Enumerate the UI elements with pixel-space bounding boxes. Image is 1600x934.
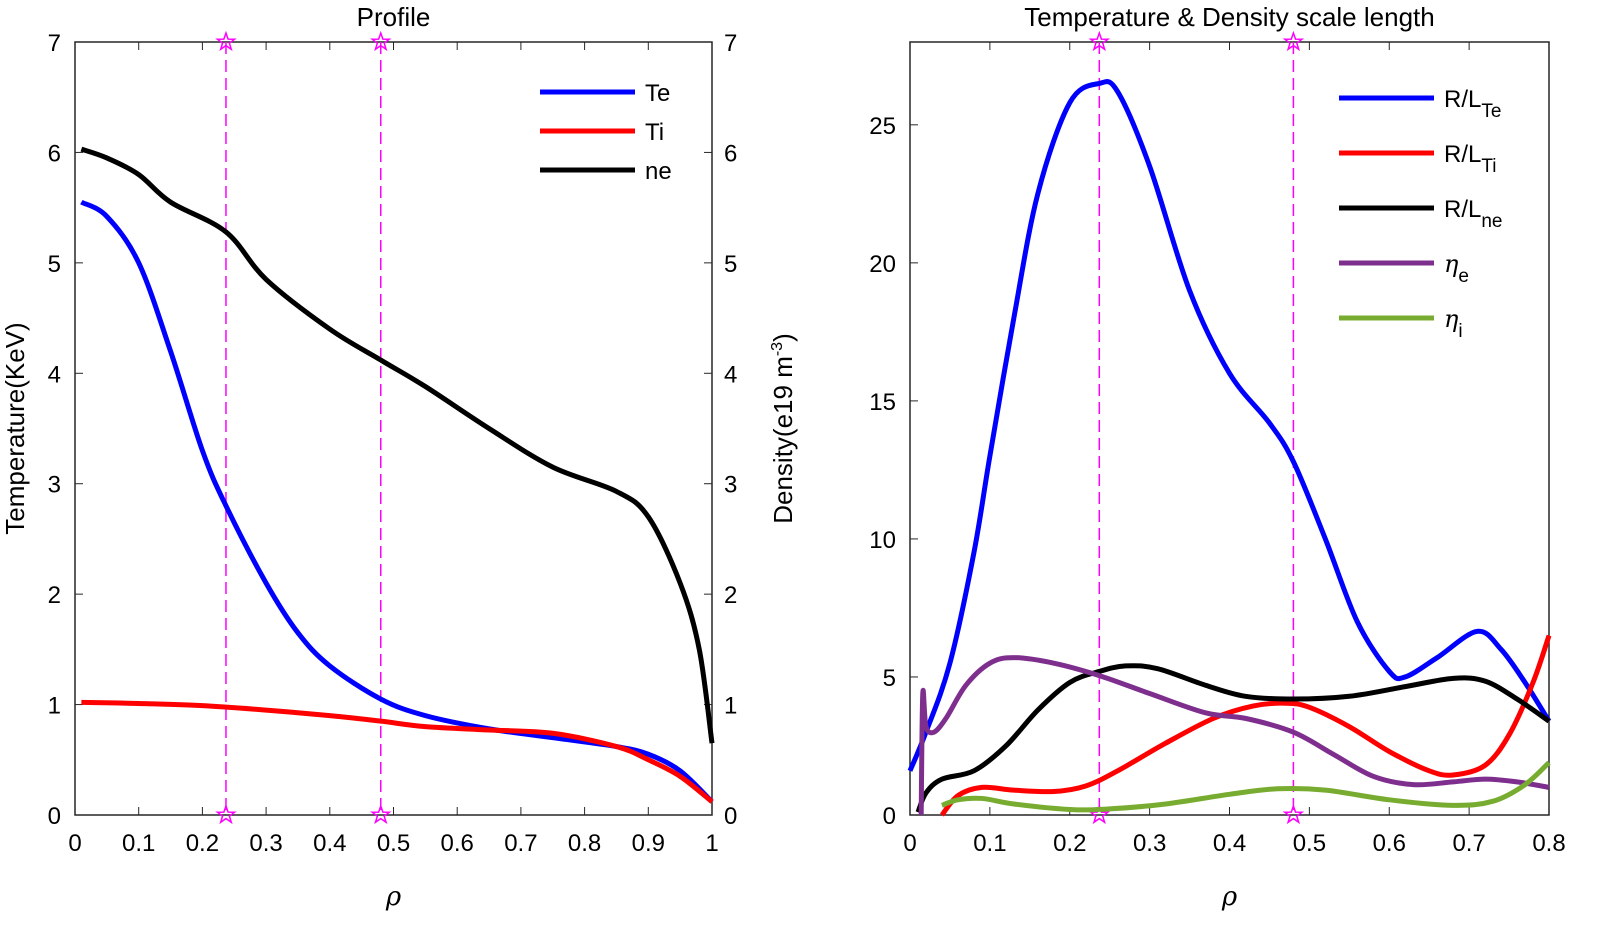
x-tick-label: 0.2 <box>1053 830 1086 857</box>
x-tick-label: 0.4 <box>1213 830 1246 857</box>
y-tick-label: 25 <box>869 113 896 140</box>
star-marker-top <box>1088 30 1111 52</box>
legend-label: Ti <box>645 119 664 146</box>
x-tick-label: 0.4 <box>313 830 346 857</box>
star-marker-bottom <box>370 803 392 825</box>
legend-label: ηi <box>1444 305 1463 342</box>
y-tick-label-right: 5 <box>724 251 737 278</box>
star-marker-top <box>370 30 392 52</box>
x-tick-label: 0.2 <box>186 830 219 857</box>
x-tick-label: 0.8 <box>568 830 601 857</box>
chart-2: 0 0.1 0.2 0.3 0.4 0.5 0.6 0.7 0.8 0 5 10 15 20 25 Tempe… <box>869 2 1565 912</box>
series-line-ti <box>81 699 714 804</box>
y-axis-label-right: Density(e19 m-3) <box>768 333 798 524</box>
x-tick-label: 0 <box>903 830 916 857</box>
y-tick-label: 2 <box>48 582 61 609</box>
legend-label: ηe <box>1444 250 1469 287</box>
x-tick-label: 0.5 <box>1293 830 1326 857</box>
y-tick-label: 0 <box>883 803 896 830</box>
y-tick-label: 5 <box>883 665 896 692</box>
series-line-rlti <box>939 634 1552 817</box>
chart-title: Profile <box>357 2 431 32</box>
star-marker-bottom <box>1282 803 1305 825</box>
y-tick-label: 7 <box>48 30 61 57</box>
star-marker-top <box>215 30 237 52</box>
series-line-rlte <box>907 79 1552 772</box>
y-tick-label: 10 <box>869 527 896 554</box>
y-tick-label: 6 <box>48 140 61 167</box>
x-tick-label: 0.3 <box>249 830 282 857</box>
x-tick-label: 0.8 <box>1532 830 1565 857</box>
x-tick-label: 0.6 <box>441 830 474 857</box>
y-tick-label: 20 <box>869 251 896 278</box>
y-tick-label-right: 7 <box>724 30 737 57</box>
y-tick-label: 5 <box>48 251 61 278</box>
x-tick-label: 0.9 <box>632 830 665 857</box>
x-tick-label: 0.1 <box>122 830 155 857</box>
chart-title: Temperature & Density scale length <box>1024 2 1434 32</box>
star-marker-bottom <box>1088 803 1111 825</box>
series-line-e <box>918 655 1550 816</box>
x-tick-label: 0.7 <box>504 830 537 857</box>
y-axis-label: Temperature(KeV) <box>0 322 30 534</box>
y-tick-label-right: 2 <box>724 582 737 609</box>
y-tick-label: 1 <box>48 693 61 720</box>
legend-label: R/Lne <box>1444 196 1503 232</box>
chart-1: 0 0.1 0.2 0.3 0.4 0.5 0.6 0.7 0.8 0.9 10 01 12 23 34 45… <box>0 2 798 912</box>
x-tick-label: 0.3 <box>1133 830 1166 857</box>
x-axis-label: ρ <box>1221 882 1238 912</box>
x-tick-label: 1 <box>705 830 718 857</box>
legend-label: Te <box>645 80 670 107</box>
y-tick-label: 3 <box>48 472 61 499</box>
legend-label: ne <box>645 158 672 185</box>
y-tick-label-right: 3 <box>724 472 737 499</box>
series-line-i <box>941 760 1551 813</box>
star-marker-top <box>1282 30 1305 52</box>
series-line-ne <box>80 146 715 744</box>
x-tick-label: 0 <box>68 830 81 857</box>
series-line-rlne <box>915 663 1551 814</box>
x-tick-label: 0.5 <box>377 830 410 857</box>
y-tick-label-right: 1 <box>724 693 737 720</box>
y-tick-label-right: 4 <box>724 361 737 388</box>
x-tick-label: 0.1 <box>973 830 1006 857</box>
x-tick-label: 0.7 <box>1452 830 1485 857</box>
axes-box <box>74 41 713 816</box>
x-axis-label: ρ <box>385 882 402 912</box>
y-tick-label: 0 <box>48 803 61 830</box>
y-tick-label: 4 <box>48 361 61 388</box>
x-tick-label: 0.6 <box>1373 830 1406 857</box>
y-tick-label: 15 <box>869 389 896 416</box>
series-line-te <box>80 199 714 804</box>
y-tick-label-right: 6 <box>724 140 737 167</box>
star-marker-bottom <box>215 803 237 825</box>
legend-label: R/LTi <box>1444 141 1496 177</box>
legend-label: R/LTe <box>1444 86 1501 122</box>
y-tick-label-right: 0 <box>724 803 737 830</box>
